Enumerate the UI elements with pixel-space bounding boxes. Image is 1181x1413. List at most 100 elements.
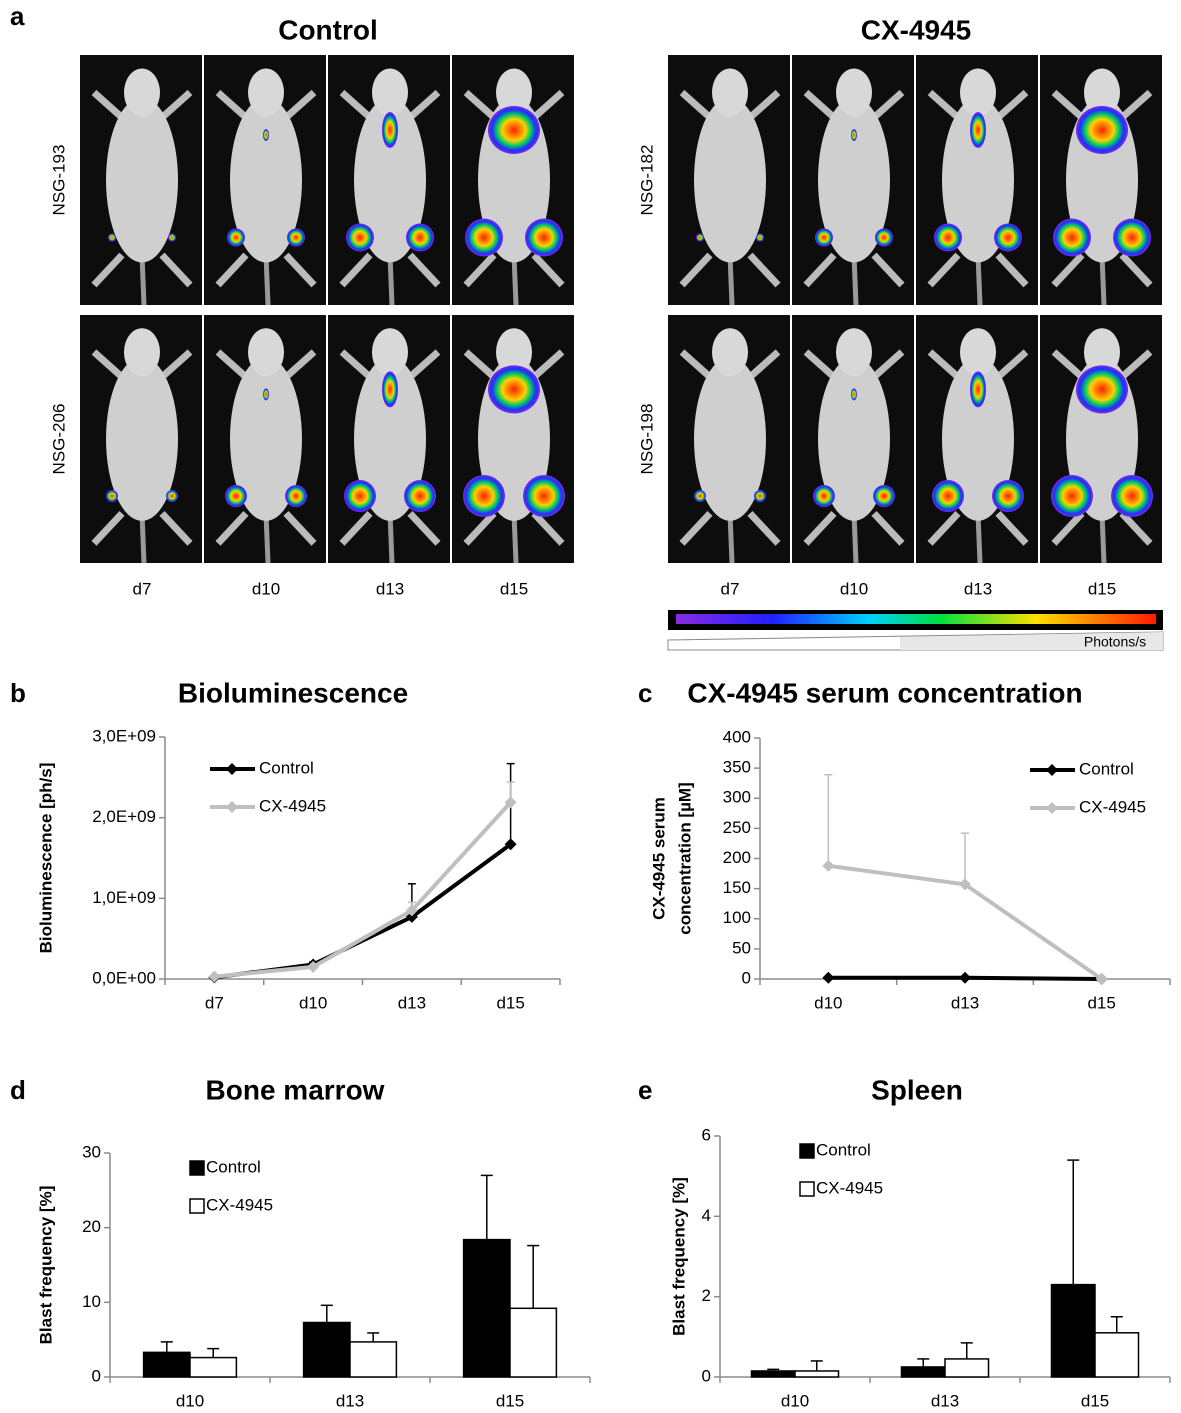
mouse-leg xyxy=(531,252,565,288)
signal xyxy=(851,129,857,141)
mouse-body xyxy=(354,357,426,521)
signal xyxy=(1113,218,1151,257)
signal xyxy=(992,480,1024,513)
signal xyxy=(344,480,376,513)
marker xyxy=(1095,973,1108,985)
day-label: d15 xyxy=(1088,579,1116,598)
mouse-leg xyxy=(871,89,905,121)
marker xyxy=(822,859,835,872)
mouse-leg xyxy=(927,252,961,288)
legend-label: Control xyxy=(259,758,314,777)
mouse-leg xyxy=(679,511,713,546)
mouse-tail xyxy=(387,513,395,564)
chart-title: Bioluminescence xyxy=(178,677,408,708)
y-axis-label: Blast frequency [%] xyxy=(36,1186,55,1345)
mouse-leg xyxy=(995,89,1029,121)
mouse-leg xyxy=(871,252,905,288)
signal xyxy=(694,490,706,503)
signal xyxy=(994,223,1022,252)
mouse-leg xyxy=(407,252,441,288)
mouse-leg xyxy=(339,252,373,288)
mouse-tail xyxy=(511,254,519,306)
day-label: d10 xyxy=(840,579,868,598)
y-tick-label: 3,0E+09 xyxy=(92,726,156,745)
signal xyxy=(851,388,857,401)
bar xyxy=(794,1370,840,1378)
y-tick-label: 300 xyxy=(723,788,751,807)
mouse-leg xyxy=(531,511,565,546)
signal xyxy=(382,371,398,408)
mouse-head xyxy=(496,68,532,117)
mouse-leg xyxy=(159,89,193,121)
mouse-body xyxy=(230,97,302,263)
chart-title: Bone marrow xyxy=(206,1074,385,1105)
y-tick-label: 400 xyxy=(723,727,751,746)
signal xyxy=(1051,475,1093,518)
signal xyxy=(970,112,986,148)
legend-marker xyxy=(1046,764,1058,776)
x-tick-label: d10 xyxy=(176,1391,204,1410)
panel-label: d xyxy=(10,1075,26,1105)
signal xyxy=(465,218,503,257)
mouse-id: NSG-182 xyxy=(637,145,656,216)
mouse-tail xyxy=(139,513,147,564)
mouse-leg xyxy=(679,89,713,121)
bar xyxy=(1050,1283,1096,1378)
y-tick-label: 0 xyxy=(742,968,751,987)
mouse-id: NSG-198 xyxy=(637,404,656,475)
mouse-leg xyxy=(803,349,837,380)
chart-title: Spleen xyxy=(871,1074,963,1105)
mouse-tail xyxy=(387,254,395,306)
mouse-leg xyxy=(1051,89,1085,121)
legend-label: CX-4945 xyxy=(259,796,326,815)
marker xyxy=(504,796,517,809)
mouse-id: NSG-193 xyxy=(49,145,68,216)
panel-a: a Control NSG-193 NSG-206 d7 d10 d13 d15 CX-4945… xyxy=(10,1,1162,598)
y-tick-label: 6 xyxy=(702,1125,711,1144)
mouse-leg xyxy=(407,349,441,380)
signal xyxy=(263,129,269,141)
mouse-leg xyxy=(679,349,713,380)
mouse-leg xyxy=(1051,252,1085,288)
signal xyxy=(263,388,269,401)
x-tick-label: d15 xyxy=(1087,993,1115,1012)
mouse-head xyxy=(372,328,408,377)
mouse-leg xyxy=(159,511,193,546)
mouse-body xyxy=(694,97,766,263)
bar xyxy=(189,1356,238,1378)
signal xyxy=(166,490,178,503)
series-line xyxy=(214,842,512,980)
chart-title: CX-4945 serum concentration xyxy=(687,677,1082,708)
y-tick-label: 200 xyxy=(723,848,751,867)
bar xyxy=(509,1307,558,1378)
mouse-leg xyxy=(927,349,961,380)
mouse-head xyxy=(960,328,996,377)
bar xyxy=(462,1238,511,1378)
day-label: d7 xyxy=(133,579,152,598)
mouse-tail xyxy=(851,513,859,564)
x-tick-label: d13 xyxy=(931,1391,959,1410)
signal xyxy=(875,228,893,247)
mouse-leg xyxy=(215,511,249,546)
signal xyxy=(168,233,176,242)
legend-swatch xyxy=(799,1181,815,1197)
colorbar-label: Photons/s xyxy=(1084,634,1146,650)
mouse-head xyxy=(712,328,748,377)
mouse-body xyxy=(942,97,1014,263)
y-tick-label: 4 xyxy=(702,1206,711,1225)
x-tick-label: d13 xyxy=(398,993,426,1012)
marker xyxy=(959,971,971,984)
legend-label: Control xyxy=(206,1157,261,1176)
signal xyxy=(873,485,895,508)
mouse-leg xyxy=(91,89,125,121)
mouse-leg xyxy=(1119,511,1153,546)
mouse-leg xyxy=(463,511,497,546)
y-tick-label: 2,0E+09 xyxy=(92,807,156,826)
mouse-leg xyxy=(995,349,1029,380)
mouse-leg xyxy=(91,511,125,546)
mouse-body xyxy=(106,357,178,521)
signal xyxy=(488,106,540,154)
mouse-head xyxy=(248,68,284,117)
marker xyxy=(822,971,835,984)
